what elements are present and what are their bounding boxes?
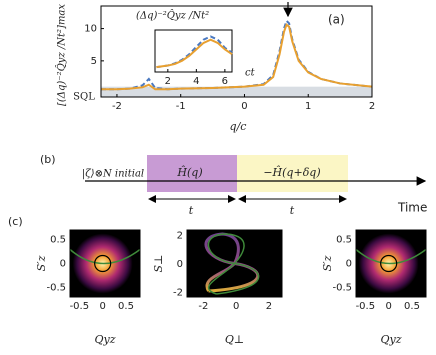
y-axis-label: S⊥ bbox=[152, 255, 165, 273]
time-label: Time bbox=[397, 201, 427, 215]
panel-label: (c) bbox=[8, 215, 23, 228]
duration-label: t bbox=[189, 204, 194, 217]
inset-title: (Δq)⁻²Q̂yz /Nt² bbox=[136, 10, 209, 22]
x-tick-label: -0.5 bbox=[70, 301, 90, 312]
y-tick-label: 5 bbox=[91, 56, 97, 67]
y-tick-label: 0 bbox=[346, 259, 352, 270]
x-tick-label: 0 bbox=[233, 301, 239, 312]
x-tick-label: 0.5 bbox=[404, 301, 420, 312]
y-tick-label: 0 bbox=[177, 259, 183, 270]
x-tick-label: 6 bbox=[222, 76, 228, 87]
panel-label: (b) bbox=[40, 153, 56, 166]
x-tick-label: 2 bbox=[165, 76, 171, 87]
x-tick-label: -0.5 bbox=[356, 301, 376, 312]
y-axis-label: S′z bbox=[35, 255, 48, 271]
y-tick-label: 0.5 bbox=[50, 235, 66, 246]
x-tick-label: 0.5 bbox=[118, 301, 134, 312]
x-tick-label: 0 bbox=[241, 101, 247, 112]
noise-circle bbox=[380, 254, 398, 273]
duration-label: t bbox=[290, 204, 295, 217]
x-tick-label: -1 bbox=[176, 101, 186, 112]
separatrix bbox=[207, 233, 260, 295]
y-tick-label: 2 bbox=[177, 231, 183, 242]
sql-band bbox=[101, 86, 372, 97]
y-tick-label: 10 bbox=[84, 24, 97, 35]
separatrix bbox=[355, 248, 427, 265]
axes-frame bbox=[69, 229, 141, 298]
x-tick-label: 0 bbox=[99, 301, 105, 312]
y-tick-label: 0 bbox=[60, 259, 66, 270]
separatrix bbox=[69, 248, 141, 265]
series-line bbox=[101, 23, 373, 91]
x-tick-label: 4 bbox=[193, 76, 199, 87]
y-axis-label: [(Δq)⁻²Q̂yz /Nt²]max bbox=[56, 4, 68, 106]
axes-frame bbox=[100, 5, 373, 98]
x-axis-label: Q⊥ bbox=[225, 333, 244, 346]
backward-box bbox=[237, 155, 348, 192]
x-tick-label: -2 bbox=[198, 301, 208, 312]
sql-label: SQL bbox=[73, 92, 95, 103]
inset-x-label: ct bbox=[245, 68, 256, 79]
x-axis-label: Qyz bbox=[94, 333, 115, 346]
y-tick-label: -0.5 bbox=[332, 282, 352, 293]
x-tick-label: 2 bbox=[266, 301, 272, 312]
noise-circle bbox=[94, 254, 112, 273]
backward-hamiltonian: −Ĥ(q+δq) bbox=[263, 165, 320, 179]
forward-box bbox=[147, 155, 237, 192]
y-tick-label: -0.5 bbox=[46, 282, 66, 293]
x-tick-label: 2 bbox=[369, 101, 375, 112]
series-line bbox=[101, 18, 373, 91]
initial-state: |ζ⟩⊗N initial bbox=[82, 169, 144, 180]
x-tick-label: -2 bbox=[112, 101, 122, 112]
axes-frame bbox=[186, 229, 283, 298]
x-axis-label: Qyz bbox=[380, 333, 401, 346]
y-tick-label: 0.5 bbox=[336, 235, 352, 246]
y-axis-label: S′z bbox=[321, 255, 334, 271]
forward-hamiltonian: Ĥ(q) bbox=[176, 165, 202, 179]
series-line bbox=[156, 38, 233, 69]
axes-frame bbox=[355, 229, 427, 298]
x-tick-label: 0 bbox=[385, 301, 391, 312]
panel-label: (a) bbox=[328, 13, 345, 27]
x-axis-label: q/c bbox=[230, 120, 247, 133]
y-tick-label: -2 bbox=[173, 288, 183, 299]
x-tick-label: 1 bbox=[305, 101, 311, 112]
